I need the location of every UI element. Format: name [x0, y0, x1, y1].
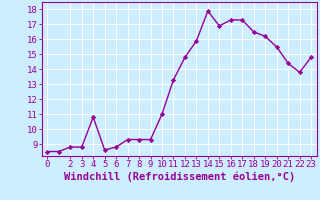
X-axis label: Windchill (Refroidissement éolien,°C): Windchill (Refroidissement éolien,°C) [64, 172, 295, 182]
